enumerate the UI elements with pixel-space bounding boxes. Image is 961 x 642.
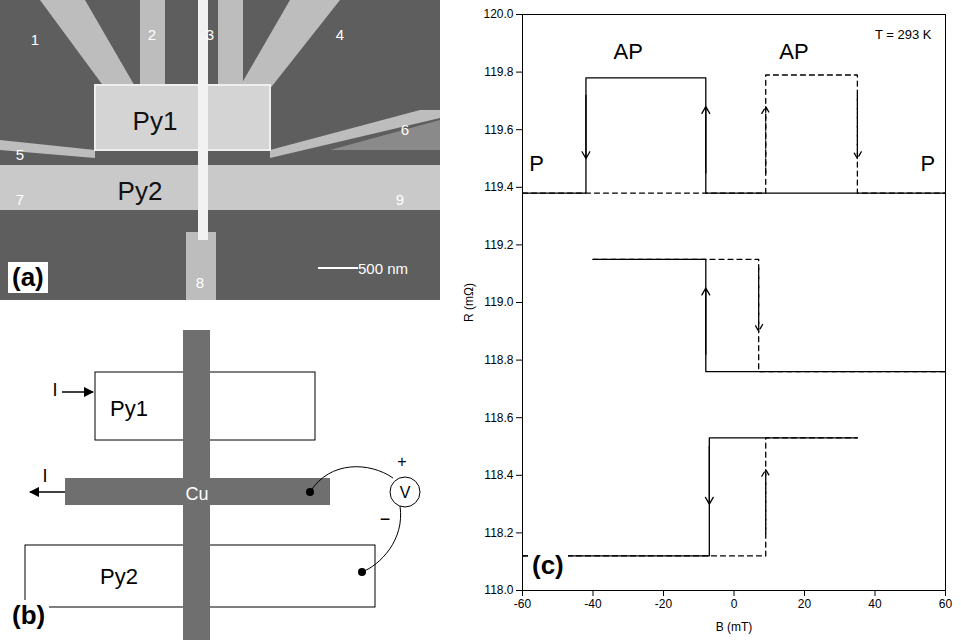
svg-text:2: 2 [148,26,156,43]
svg-text:4: 4 [336,26,344,43]
svg-text:118.2: 118.2 [484,526,513,540]
svg-text:Py1: Py1 [133,106,178,136]
svg-text:119.4: 119.4 [484,180,513,194]
svg-text:V: V [400,484,411,501]
svg-text:9: 9 [396,191,404,208]
svg-text:120.0: 120.0 [483,7,513,21]
svg-text:Py2: Py2 [100,564,138,589]
svg-text:119.0: 119.0 [484,295,513,309]
svg-text:T = 293 K: T = 293 K [875,27,932,42]
svg-text:118.8: 118.8 [484,353,513,367]
svg-text:I: I [52,380,57,400]
svg-text:7: 7 [16,191,24,208]
svg-text:-20: -20 [655,597,673,611]
svg-text:B (mT): B (mT) [716,620,753,634]
svg-text:I: I [42,466,47,486]
svg-text:+: + [397,453,406,470]
svg-text:-60: -60 [514,597,532,611]
svg-text:6: 6 [401,121,409,138]
svg-text:Py2: Py2 [118,176,163,206]
svg-text:40: 40 [868,597,882,611]
svg-text:60: 60 [939,597,953,611]
svg-text:119.2: 119.2 [484,238,513,252]
svg-text:118.6: 118.6 [484,411,513,425]
svg-text:119.8: 119.8 [484,65,513,79]
svg-text:118.4: 118.4 [484,468,513,482]
svg-text:0: 0 [731,597,738,611]
svg-text:-40: -40 [584,597,602,611]
svg-text:500 nm: 500 nm [358,260,408,277]
svg-text:AP: AP [614,39,643,64]
html-text:(b): (b) [12,600,46,630]
svg-text:AP: AP [779,39,808,64]
svg-text:3: 3 [206,26,214,43]
svg-text:Py1: Py1 [110,396,148,421]
svg-text:Cu: Cu [185,484,208,504]
html-text:(a): (a) [12,262,44,292]
svg-text:1: 1 [31,31,39,48]
html-text:(c): (c) [532,550,564,580]
svg-text:5: 5 [16,146,24,163]
svg-text:R (mΩ): R (mΩ) [462,283,476,322]
svg-text:119.6: 119.6 [484,123,513,137]
svg-text:−: − [380,509,391,529]
svg-text:20: 20 [798,597,812,611]
svg-text:P: P [529,151,544,176]
svg-text:P: P [921,151,936,176]
svg-text:118.0: 118.0 [484,583,513,597]
svg-text:8: 8 [196,274,204,291]
